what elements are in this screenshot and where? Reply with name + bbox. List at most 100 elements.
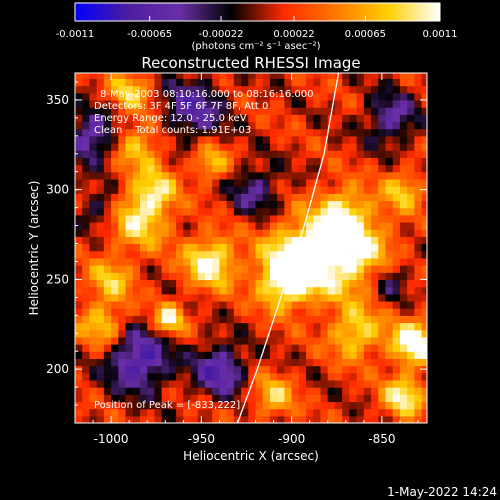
heatmap-pixel	[313, 193, 322, 202]
heatmap-pixel	[139, 344, 148, 352]
heatmap-pixel	[111, 394, 119, 403]
heatmap-pixel	[298, 107, 307, 115]
heatmap-pixel	[233, 351, 242, 359]
heatmap-pixel	[204, 408, 213, 417]
heatmap-pixel	[320, 114, 329, 123]
heatmap-pixel	[139, 107, 148, 115]
heatmap-pixel	[226, 257, 235, 266]
heatmap-pixel	[298, 128, 307, 137]
heatmap-pixel	[125, 286, 134, 295]
heatmap-pixel	[334, 279, 343, 288]
heatmap-pixel	[190, 401, 199, 410]
heatmap-pixel	[219, 272, 228, 281]
heatmap-pixel	[342, 387, 350, 395]
heatmap-pixel	[392, 286, 401, 295]
heatmap-pixel	[255, 279, 264, 288]
heatmap-pixel	[320, 379, 329, 388]
heatmap-pixel	[204, 221, 213, 230]
heatmap-pixel	[392, 401, 401, 410]
heatmap-pixel	[371, 178, 379, 187]
heatmap-pixel	[233, 92, 242, 101]
heatmap-pixel	[75, 214, 83, 223]
heatmap-pixel	[327, 250, 336, 259]
heatmap-pixel	[284, 300, 293, 309]
heatmap-pixel	[241, 243, 249, 252]
heatmap-pixel	[233, 200, 242, 209]
heatmap-pixel	[82, 387, 91, 395]
heatmap-pixel	[320, 214, 329, 223]
heatmap-pixel	[161, 415, 170, 423]
heatmap-pixel	[168, 243, 177, 252]
heatmap-pixel	[313, 150, 322, 158]
heatmap-pixel	[176, 200, 184, 209]
heatmap-pixel	[298, 150, 307, 158]
heatmap-pixel	[255, 387, 264, 395]
heatmap-pixel	[75, 193, 83, 202]
heatmap-pixel	[183, 143, 192, 151]
colorbar-tick-label: 0.00022	[273, 29, 314, 40]
heatmap-pixel	[342, 178, 350, 187]
heatmap-pixel	[269, 143, 278, 151]
x-tick-label: -950	[188, 432, 215, 446]
heatmap-pixel	[82, 171, 91, 180]
heatmap-pixel	[132, 293, 141, 302]
heatmap-pixel	[277, 415, 285, 423]
heatmap-pixel	[277, 85, 285, 94]
heatmap-pixel	[255, 286, 264, 295]
heatmap-pixel	[371, 150, 379, 158]
heatmap-pixel	[226, 236, 235, 245]
heatmap-pixel	[147, 128, 156, 137]
heatmap-pixel	[147, 336, 156, 345]
heatmap-pixel	[176, 344, 184, 352]
heatmap-pixel	[248, 150, 257, 158]
heatmap-pixel	[183, 387, 192, 395]
heatmap-pixel	[241, 308, 249, 316]
heatmap-pixel	[378, 257, 387, 266]
heatmap-pixel	[277, 171, 285, 180]
heatmap-pixel	[118, 150, 127, 158]
heatmap-pixel	[212, 99, 221, 108]
heatmap-pixel	[277, 387, 285, 395]
heatmap-pixel	[342, 99, 350, 108]
heatmap-pixel	[212, 92, 221, 101]
heatmap-pixel	[75, 243, 83, 252]
heatmap-pixel	[204, 372, 213, 381]
heatmap-pixel	[212, 150, 221, 158]
heatmap-pixel	[414, 243, 423, 252]
heatmap-pixel	[313, 171, 322, 180]
heatmap-pixel	[96, 365, 105, 374]
heatmap-pixel	[147, 401, 156, 410]
heatmap-pixel	[255, 293, 264, 302]
heatmap-pixel	[219, 286, 228, 295]
heatmap-pixel	[168, 121, 177, 130]
heatmap-pixel	[190, 351, 199, 359]
heatmap-pixel	[197, 372, 206, 381]
heatmap-pixel	[132, 92, 141, 101]
heatmap-pixel	[204, 186, 213, 194]
heatmap-pixel	[313, 78, 322, 87]
heatmap-pixel	[233, 293, 242, 302]
heatmap-pixel	[82, 121, 91, 130]
heatmap-pixel	[147, 344, 156, 352]
heatmap-pixel	[103, 143, 112, 151]
heatmap-pixel	[139, 229, 148, 237]
heatmap-pixel	[89, 193, 98, 202]
heatmap-pixel	[226, 78, 235, 87]
heatmap-pixel	[342, 415, 350, 423]
heatmap-pixel	[349, 344, 358, 352]
heatmap-pixel	[284, 401, 293, 410]
heatmap-pixel	[139, 329, 148, 338]
heatmap-pixel	[241, 300, 249, 309]
heatmap-pixel	[125, 178, 134, 187]
heatmap-pixel	[139, 236, 148, 245]
heatmap-pixel	[284, 250, 293, 259]
heatmap-pixel	[414, 121, 423, 130]
heatmap-pixel	[226, 344, 235, 352]
heatmap-pixel	[385, 415, 394, 423]
heatmap-pixel	[306, 178, 314, 187]
heatmap-pixel	[306, 99, 314, 108]
heatmap-pixel	[262, 351, 271, 359]
heatmap-pixel	[371, 92, 379, 101]
heatmap-pixel	[139, 322, 148, 331]
heatmap-pixel	[219, 344, 228, 352]
